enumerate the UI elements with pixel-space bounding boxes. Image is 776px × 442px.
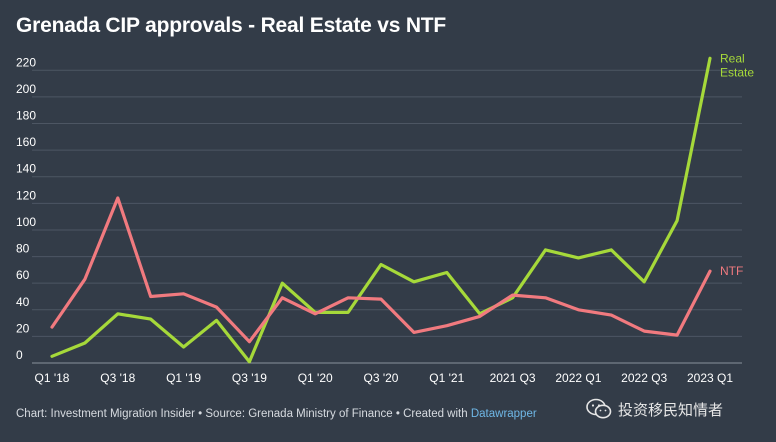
watermark-text: 投资移民知情者 [618,400,724,419]
watermark: 投资移民知情者 [586,398,723,420]
x-tick-label: Q3 '20 [364,371,399,385]
y-tick-label: 100 [16,215,36,229]
y-tick-label: 80 [16,242,30,256]
y-tick-label: 220 [16,55,36,69]
series-label-real-estate: Real [720,51,745,65]
y-tick-label: 160 [16,135,36,149]
y-tick-label: 200 [16,82,36,96]
chart-title: Grenada CIP approvals - Real Estate vs N… [16,14,447,37]
y-tick-label: 60 [16,268,30,282]
y-tick-label: 0 [16,348,23,362]
x-tick-label: Q3 '18 [100,371,135,385]
y-tick-label: 180 [16,109,36,123]
x-tick-label: Q1 '20 [298,371,333,385]
x-tick-label: 2022 Q3 [621,371,667,385]
x-tick-label: 2023 Q1 [687,371,733,385]
y-tick-label: 140 [16,162,36,176]
y-tick-label: 40 [16,295,30,309]
series-line-ntf [50,196,712,344]
footer-credits: Chart: Investment Migration Insider • So… [16,408,471,420]
series-label-ntf: NTF [720,264,743,278]
x-tick-label: 2021 Q3 [490,371,536,385]
wechat-icon [586,398,612,419]
y-tick-label: 20 [16,321,30,335]
x-tick-label: 2022 Q1 [555,371,601,385]
series-label-real-estate: Estate [720,65,754,79]
y-tick-label: 120 [16,188,36,202]
x-tick-label: Q1 '18 [35,371,70,385]
x-tick-label: Q1 '19 [166,371,201,385]
series-line-real-estate [50,56,712,364]
x-tick-label: Q3 '19 [232,371,267,385]
datawrapper-link[interactable]: Datawrapper [470,408,537,420]
x-tick-label: Q1 '21 [429,371,464,385]
chart-footer: Chart: Investment Migration Insider • So… [16,408,537,420]
